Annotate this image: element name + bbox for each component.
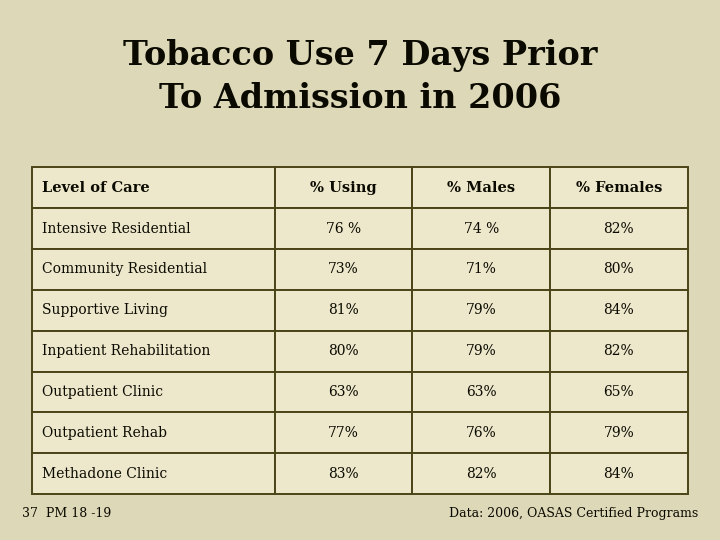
Bar bbox=[550, 413, 688, 453]
Text: 79%: 79% bbox=[466, 344, 497, 358]
Bar bbox=[275, 330, 413, 372]
Bar bbox=[32, 208, 275, 249]
Bar bbox=[275, 453, 413, 494]
Text: 80%: 80% bbox=[328, 344, 359, 358]
Bar bbox=[275, 372, 413, 413]
Bar bbox=[413, 453, 550, 494]
Text: Tobacco Use 7 Days Prior
To Admission in 2006: Tobacco Use 7 Days Prior To Admission in… bbox=[123, 39, 597, 114]
Bar bbox=[550, 453, 688, 494]
Text: 76%: 76% bbox=[466, 426, 497, 440]
Bar bbox=[413, 208, 550, 249]
Text: Outpatient Rehab: Outpatient Rehab bbox=[42, 426, 167, 440]
Bar bbox=[413, 372, 550, 413]
Bar bbox=[32, 330, 275, 372]
Text: 80%: 80% bbox=[603, 262, 634, 276]
Bar bbox=[550, 249, 688, 290]
Text: 83%: 83% bbox=[328, 467, 359, 481]
Bar bbox=[275, 208, 413, 249]
Bar bbox=[413, 167, 550, 208]
Text: 65%: 65% bbox=[603, 385, 634, 399]
Bar bbox=[550, 290, 688, 330]
Bar bbox=[550, 372, 688, 413]
Text: 84%: 84% bbox=[603, 303, 634, 318]
Bar bbox=[32, 453, 275, 494]
Text: Outpatient Clinic: Outpatient Clinic bbox=[42, 385, 163, 399]
Text: 77%: 77% bbox=[328, 426, 359, 440]
Text: 84%: 84% bbox=[603, 467, 634, 481]
Text: 63%: 63% bbox=[466, 385, 497, 399]
Bar bbox=[275, 167, 413, 208]
Text: Data: 2006, OASAS Certified Programs: Data: 2006, OASAS Certified Programs bbox=[449, 507, 698, 520]
Bar bbox=[275, 290, 413, 330]
Bar bbox=[32, 249, 275, 290]
Text: 73%: 73% bbox=[328, 262, 359, 276]
Text: Supportive Living: Supportive Living bbox=[42, 303, 168, 318]
Bar bbox=[413, 290, 550, 330]
Text: 63%: 63% bbox=[328, 385, 359, 399]
Text: Level of Care: Level of Care bbox=[42, 181, 150, 195]
Bar bbox=[550, 330, 688, 372]
Bar bbox=[32, 290, 275, 330]
Text: % Males: % Males bbox=[447, 181, 516, 195]
Text: 82%: 82% bbox=[603, 221, 634, 235]
Bar bbox=[413, 249, 550, 290]
Text: Community Residential: Community Residential bbox=[42, 262, 207, 276]
Bar bbox=[550, 208, 688, 249]
Text: 79%: 79% bbox=[466, 303, 497, 318]
Text: % Females: % Females bbox=[575, 181, 662, 195]
Bar bbox=[550, 167, 688, 208]
Bar bbox=[275, 249, 413, 290]
Text: 79%: 79% bbox=[603, 426, 634, 440]
Bar bbox=[32, 167, 275, 208]
Text: 81%: 81% bbox=[328, 303, 359, 318]
Text: Inpatient Rehabilitation: Inpatient Rehabilitation bbox=[42, 344, 211, 358]
Bar bbox=[32, 413, 275, 453]
Text: 82%: 82% bbox=[603, 344, 634, 358]
Text: Methadone Clinic: Methadone Clinic bbox=[42, 467, 168, 481]
Bar bbox=[413, 330, 550, 372]
Text: Intensive Residential: Intensive Residential bbox=[42, 221, 191, 235]
Text: 71%: 71% bbox=[466, 262, 497, 276]
Text: 74 %: 74 % bbox=[464, 221, 499, 235]
Text: % Using: % Using bbox=[310, 181, 377, 195]
Text: 37  PM 18 -19: 37 PM 18 -19 bbox=[22, 507, 111, 520]
Bar bbox=[275, 413, 413, 453]
Bar bbox=[413, 413, 550, 453]
Bar bbox=[32, 372, 275, 413]
Text: 82%: 82% bbox=[466, 467, 497, 481]
Text: 76 %: 76 % bbox=[326, 221, 361, 235]
